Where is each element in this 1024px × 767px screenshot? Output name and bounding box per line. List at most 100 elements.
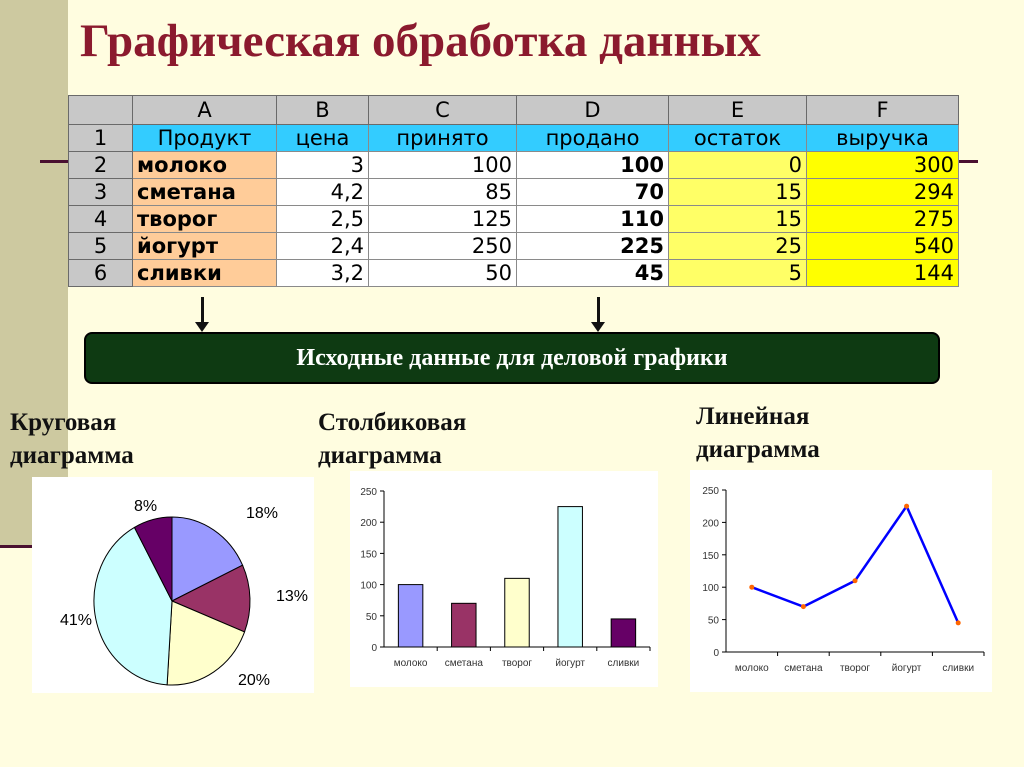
y-tick-label: 0 (713, 648, 719, 659)
table-cell[interactable]: 225 (516, 232, 669, 260)
pie-slice-молоко (171, 516, 244, 602)
decor-line-right (958, 160, 978, 163)
pie-chart: 18% 13% 20% 41% 8% (60, 498, 308, 689)
row-header[interactable]: 3 (68, 178, 133, 206)
table-cell[interactable]: 70 (516, 178, 669, 206)
row-header[interactable]: 2 (68, 151, 133, 179)
column-header-f[interactable]: F (806, 95, 959, 125)
pie-slice-сливки (133, 516, 173, 602)
column-header-a[interactable]: A (132, 95, 277, 125)
bar-label-line1: Столбиковая (318, 409, 467, 436)
table-cell[interactable]: 275 (806, 205, 959, 233)
table-cell[interactable]: 3 (276, 151, 369, 179)
table-cell[interactable]: 50 (368, 259, 517, 287)
table-row: 6 сливки 3,2 50 45 5 144 (68, 259, 959, 287)
y-tick-label: 150 (360, 549, 377, 560)
table-cell[interactable]: 4,2 (276, 178, 369, 206)
y-tick-label: 100 (702, 583, 719, 594)
header-cell[interactable]: принято (368, 124, 517, 152)
table-cell[interactable]: 2,4 (276, 232, 369, 260)
table-cell[interactable]: 3,2 (276, 259, 369, 287)
table-cell[interactable]: 0 (668, 151, 807, 179)
point-молоко (749, 584, 755, 590)
table-cell[interactable]: молоко (132, 151, 277, 179)
x-tick-label: йогурт (892, 663, 922, 674)
point-сливки (955, 620, 961, 626)
table-cell[interactable]: 100 (516, 151, 669, 179)
row-header[interactable]: 4 (68, 205, 133, 233)
pie-label: 18% (246, 505, 278, 522)
table-cell[interactable]: 250 (368, 232, 517, 260)
table-row: 5 йогурт 2,4 250 225 25 540 (68, 232, 959, 260)
pie-slice-творог (166, 600, 246, 686)
x-tick-label: йогурт (555, 658, 585, 669)
table-cell[interactable]: 110 (516, 205, 669, 233)
bar-chart-label: Столбиковая диаграмма (318, 406, 466, 472)
row-header[interactable]: 5 (68, 232, 133, 260)
column-header-d[interactable]: D (516, 95, 669, 125)
pie-label: 8% (134, 498, 157, 515)
table-cell[interactable]: 540 (806, 232, 959, 260)
corner-cell[interactable] (68, 95, 133, 125)
row-header[interactable]: 1 (68, 124, 133, 152)
slide-title: Графическая обработка данных (80, 15, 761, 67)
x-tick-label: творог (840, 663, 870, 674)
table-cell[interactable]: 144 (806, 259, 959, 287)
table-cell[interactable]: 125 (368, 205, 517, 233)
table-cell[interactable]: 100 (368, 151, 517, 179)
left-decor-bar (0, 0, 68, 548)
pie-label-line1: Круговая (10, 409, 117, 436)
line-chart-label: Линейная диаграмма (696, 400, 820, 466)
table-row: 4 творог 2,5 125 110 15 275 (68, 205, 959, 233)
bar-молоко (397, 584, 424, 648)
row-header[interactable]: 6 (68, 259, 133, 287)
arrow-down-left (201, 297, 204, 323)
table-cell[interactable]: йогурт (132, 232, 277, 260)
y-tick-label: 150 (702, 551, 719, 562)
table-cell[interactable]: 45 (516, 259, 669, 287)
point-творог (852, 578, 858, 584)
header-cell[interactable]: продано (516, 124, 669, 152)
source-data-banner: Исходные данные для деловой графики (84, 332, 940, 384)
bar-сливки (610, 618, 637, 648)
pie-label: 41% (60, 612, 92, 629)
decor-line-left (40, 160, 70, 163)
y-tick-label: 0 (371, 643, 377, 654)
table-cell[interactable]: 2,5 (276, 205, 369, 233)
point-йогурт (904, 503, 910, 509)
header-cell[interactable]: цена (276, 124, 369, 152)
y-tick-label: 250 (360, 487, 377, 498)
table-row: 3 сметана 4,2 85 70 15 294 (68, 178, 959, 206)
column-header-b[interactable]: B (276, 95, 369, 125)
point-сметана (800, 604, 806, 610)
table-cell[interactable]: 300 (806, 151, 959, 179)
column-header-e[interactable]: E (668, 95, 807, 125)
table-cell[interactable]: 294 (806, 178, 959, 206)
pie-label: 13% (276, 588, 308, 605)
header-cell[interactable]: Продукт (132, 124, 277, 152)
header-cell[interactable]: остаток (668, 124, 807, 152)
spreadsheet: A B C D E F 1 Продукт цена принято продано остаток в… (68, 95, 959, 297)
table-cell[interactable]: сливки (132, 259, 277, 287)
table-cell[interactable]: 15 (668, 205, 807, 233)
table-cell[interactable]: 85 (368, 178, 517, 206)
line-label-line1: Линейная (696, 403, 810, 430)
table-cell[interactable]: 5 (668, 259, 807, 287)
header-cell[interactable]: выручка (806, 124, 959, 152)
table-cell[interactable]: сметана (132, 178, 277, 206)
column-header-c[interactable]: C (368, 95, 517, 125)
series-line (751, 503, 960, 624)
pie-label: 20% (238, 672, 270, 689)
pie-label-line2: диаграмма (10, 442, 134, 469)
y-tick-label: 50 (366, 612, 378, 623)
y-tick-label: 250 (702, 486, 719, 497)
line-chart-panel: 0 50 100 150 200 250 молоко сметана творог йогурт… (690, 470, 992, 692)
line-chart: 0 50 100 150 200 250 молоко сметана творог йогурт… (702, 486, 985, 674)
table-cell[interactable]: творог (132, 205, 277, 233)
table-cell[interactable]: 15 (668, 178, 807, 206)
y-tick-label: 200 (702, 518, 719, 529)
arrow-down-right (597, 297, 600, 323)
table-cell[interactable]: 25 (668, 232, 807, 260)
x-tick-label: сметана (784, 663, 823, 674)
bar-творог (504, 577, 530, 648)
